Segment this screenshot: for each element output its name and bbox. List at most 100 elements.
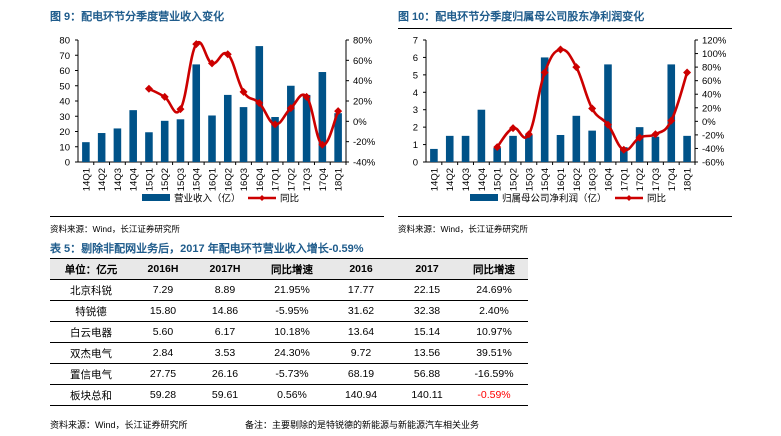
col-header: 2016 — [328, 258, 394, 280]
table-cell: -5.95% — [256, 300, 328, 322]
yoy-point — [192, 40, 201, 49]
table-row: 北京科锐 7.29 8.89 21.95% 17.77 22.15 24.69% — [50, 279, 528, 301]
bar — [572, 115, 581, 162]
x-tick-label: 16Q1 — [556, 168, 567, 191]
yoy-point — [318, 140, 327, 149]
x-tick-label: 14Q4 — [129, 168, 140, 191]
x-tick-label: 14Q1 — [429, 168, 440, 191]
y-tick-label-left: 30 — [59, 112, 70, 123]
row-label: 置信电气 — [50, 363, 132, 385]
legend-line-marker — [259, 195, 265, 201]
table-cell: 8.89 — [194, 279, 256, 301]
x-tick-label: 14Q4 — [477, 168, 488, 191]
bar — [430, 148, 438, 162]
y-tick-label-right: -40% — [702, 144, 725, 155]
yoy-point — [144, 84, 153, 93]
row-label: 双杰电气 — [50, 342, 132, 364]
table-cell: 10.97% — [460, 321, 528, 343]
x-tick-label: 14Q2 — [445, 168, 456, 191]
x-tick-label: 16Q4 — [255, 168, 266, 191]
figure9-source: 资料来源：Wind，长江证券研究所 — [50, 224, 180, 234]
yoy-point — [588, 104, 597, 113]
table-cell: 13.64 — [328, 321, 394, 343]
bar — [271, 117, 279, 162]
y-tick-label-left: 3 — [413, 105, 418, 116]
table-cell: 13.56 — [394, 342, 460, 364]
figure10-source: 资料来源：Wind，长江证券研究所 — [398, 224, 528, 234]
bar — [556, 134, 565, 162]
y-tick-label-right: -40% — [353, 158, 376, 169]
legend-bar-swatch — [142, 194, 170, 201]
x-tick-label: 15Q1 — [493, 168, 504, 191]
legend-bar-swatch — [470, 194, 498, 201]
x-tick-label: 17Q3 — [302, 168, 313, 191]
legend-line-label: 同比 — [647, 193, 666, 205]
table-row: 置信电气 27.75 26.16 -5.73% 68.19 56.88 -16.59% — [50, 363, 528, 385]
bar — [540, 57, 549, 162]
table-cell: 17.77 — [328, 279, 394, 301]
table-cell: 59.61 — [194, 384, 256, 406]
bar — [651, 136, 660, 162]
x-tick-label: 16Q3 — [239, 168, 250, 191]
yoy-point — [556, 45, 565, 54]
bar — [445, 135, 454, 162]
y-tick-label-left: 0 — [65, 158, 70, 169]
row-label: 白云电器 — [50, 321, 132, 343]
col-header: 单位：亿元 — [50, 258, 132, 280]
x-tick-label: 16Q1 — [208, 168, 219, 191]
table-cell: 10.18% — [256, 321, 328, 343]
y-tick-label-left: 80 — [59, 36, 70, 47]
table-cell: 22.15 — [394, 279, 460, 301]
yoy-point — [493, 143, 502, 152]
y-tick-label-left: 5 — [413, 70, 418, 81]
y-tick-label-right: -20% — [702, 130, 725, 141]
yoy-point — [334, 107, 343, 116]
table-cell: 27.75 — [132, 363, 194, 385]
x-tick-label: 15Q4 — [540, 168, 551, 191]
y-tick-label-left: 7 — [413, 36, 418, 47]
bar — [477, 109, 486, 162]
yoy-point — [667, 116, 676, 125]
table-cell: 56.88 — [394, 363, 460, 385]
y-tick-label-left: 50 — [59, 81, 70, 92]
x-tick-label: 15Q4 — [192, 168, 203, 191]
table-cell: 24.69% — [460, 279, 528, 301]
yoy-point — [619, 145, 628, 154]
y-tick-label-left: 1 — [413, 140, 418, 151]
table-cell: 140.11 — [394, 384, 460, 406]
y-tick-label-right: -60% — [702, 158, 725, 169]
y-tick-label-right: 0% — [353, 117, 367, 128]
table-cell: 39.51% — [460, 342, 528, 364]
col-header: 同比增速 — [256, 258, 328, 280]
yoy-point — [160, 92, 169, 101]
table-row: 板块总和 59.28 59.61 0.56% 140.94 140.11 -0.59% — [50, 384, 528, 406]
y-tick-label-left: 20 — [59, 127, 70, 138]
figure9-title: 图 9：配电环节分季度营业收入变化 — [50, 11, 225, 23]
y-tick-label-left: 0 — [413, 158, 418, 169]
y-tick-label-left: 4 — [413, 88, 418, 99]
table-cell: 59.28 — [132, 384, 194, 406]
bar — [239, 107, 248, 162]
yoy-point — [223, 50, 232, 59]
bar — [287, 85, 295, 162]
table-cell: 0.56% — [256, 384, 328, 406]
col-header: 2017 — [394, 258, 460, 280]
x-tick-label: 16Q4 — [603, 168, 614, 191]
x-tick-label: 16Q2 — [223, 168, 234, 191]
table5: 单位：亿元 2016H 2017H 同比增速 2016 2017 同比增速 北京… — [50, 258, 528, 406]
x-tick-label: 18Q1 — [334, 168, 345, 191]
y-tick-label-right: 20% — [353, 97, 373, 108]
x-tick-label: 14Q3 — [113, 168, 124, 191]
x-tick-label: 16Q3 — [588, 168, 599, 191]
x-tick-label: 17Q3 — [651, 168, 662, 191]
figure10-chart: 0 1 2 3 4 5 6 7 -60% -40% -20% 0% 20% 40% 60% 80% 100% 12… — [413, 36, 727, 205]
y-tick-label-right: 40% — [353, 76, 373, 87]
table-cell: -5.73% — [256, 363, 328, 385]
table-cell: -16.59% — [460, 363, 528, 385]
bar — [604, 64, 612, 162]
y-tick-label-left: 60 — [59, 66, 70, 77]
bar — [683, 135, 691, 162]
yoy-point — [572, 63, 581, 72]
table-cell: 2.40% — [460, 300, 528, 322]
bar — [318, 72, 327, 162]
